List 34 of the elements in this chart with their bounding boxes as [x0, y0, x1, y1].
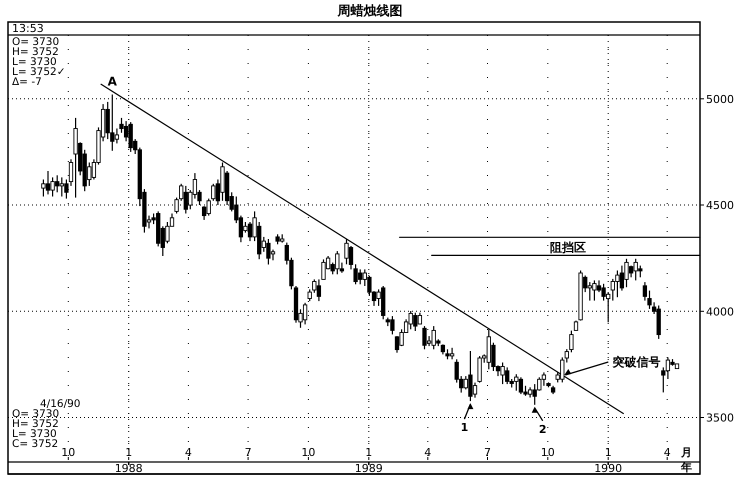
xtick: 4: [184, 446, 192, 459]
ytick: 4000: [706, 305, 734, 318]
xtick: 4: [424, 446, 432, 459]
xtick: 10: [61, 446, 76, 459]
xtick: 7: [244, 446, 252, 459]
annotation: H= 3752: [12, 418, 59, 430]
annotation: 2: [538, 422, 547, 436]
x2tick: 1988: [114, 462, 143, 475]
xtick: 10: [301, 446, 316, 459]
ytick: 5000: [706, 92, 734, 106]
annotation: 4/16/90: [40, 398, 80, 410]
xtick: 10: [540, 446, 555, 459]
annotation: L= 3730: [12, 56, 57, 68]
annotation: H= 3752: [12, 46, 59, 58]
x2tick: 1989: [354, 462, 383, 475]
annotation: C= 3752: [12, 438, 58, 450]
ytick: 4500: [706, 199, 734, 212]
annotation: 突破信号: [612, 355, 660, 369]
xtick: 7: [484, 446, 491, 459]
annotation: L= 3730: [12, 428, 57, 440]
annotation: O= 3730: [12, 36, 60, 48]
ytick: 3500: [706, 412, 734, 424]
annotation: L= 3752✓: [12, 66, 66, 78]
xlabel: 月: [681, 446, 692, 459]
annotation: 13:53: [12, 22, 44, 35]
annotation: Δ= -7: [12, 76, 42, 88]
xtick: 4: [664, 446, 671, 459]
annotation: 阻挡区: [550, 240, 586, 254]
annotation: 1: [460, 421, 468, 434]
x2label: 年: [681, 461, 692, 474]
title: 周蜡烛线图: [338, 4, 402, 19]
annotation: O= 3730: [12, 408, 60, 420]
annotation: A: [108, 74, 117, 88]
x2tick: 1990: [594, 462, 622, 475]
